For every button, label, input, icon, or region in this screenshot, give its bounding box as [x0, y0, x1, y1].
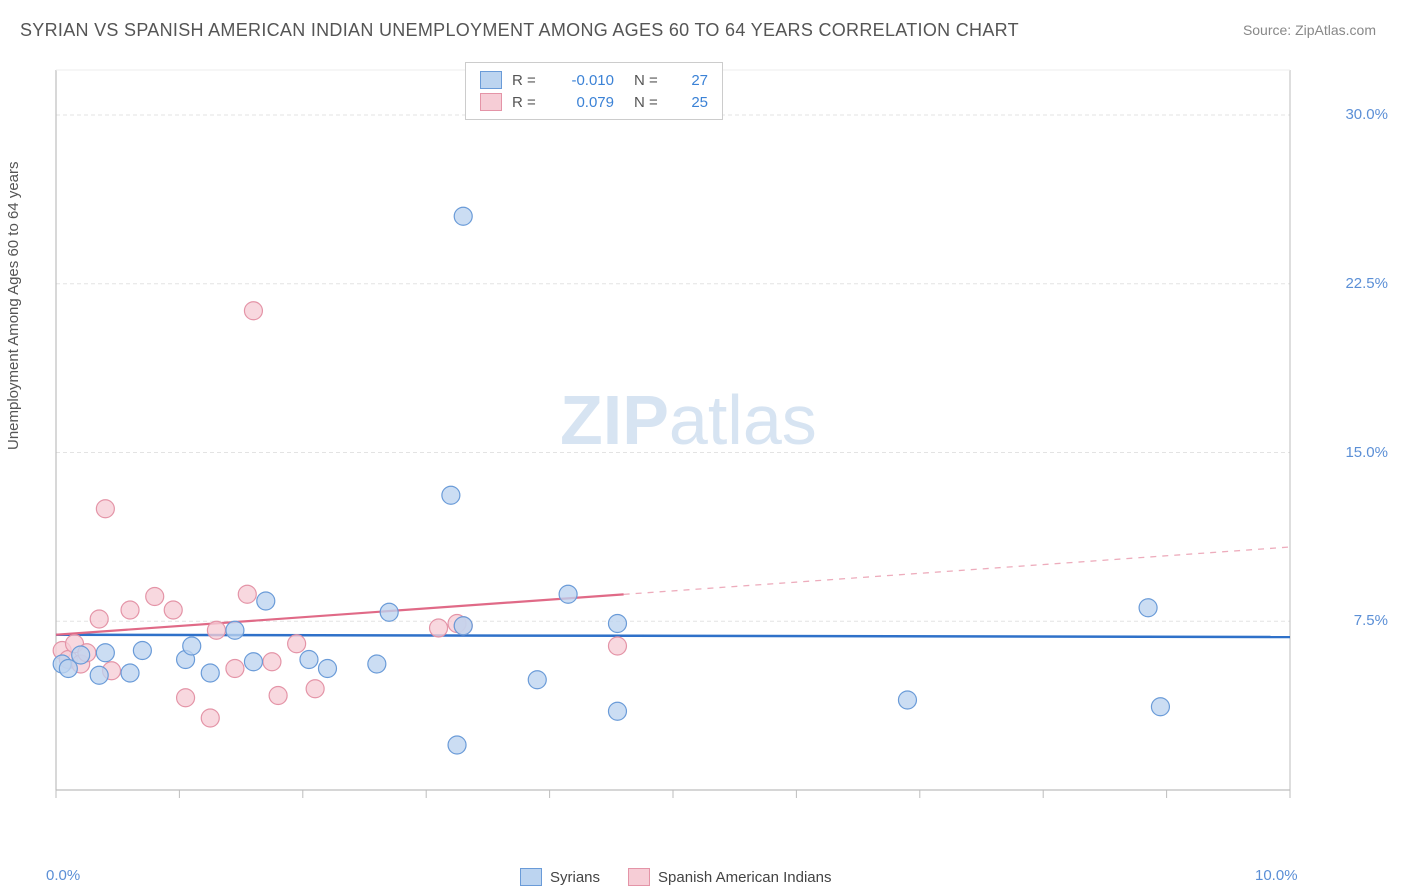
legend-swatch — [480, 71, 502, 89]
r-label: R = — [512, 94, 546, 111]
legend-series-item: Syrians — [520, 868, 600, 886]
legend-correlation-row: R = -0.010 N = 27 — [480, 69, 708, 91]
legend-correlation: R = -0.010 N = 27 R = 0.079 N = 25 — [465, 62, 723, 120]
legend-swatch — [628, 868, 650, 886]
x-tick-label: 10.0% — [1255, 867, 1298, 884]
x-tick-label: 0.0% — [46, 867, 80, 884]
y-tick-label: 15.0% — [1345, 444, 1388, 461]
r-label: R = — [512, 72, 546, 89]
r-value: 0.079 — [556, 94, 614, 111]
chart-source: Source: ZipAtlas.com — [1243, 22, 1376, 38]
chart-svg — [50, 60, 1360, 820]
legend-series-item: Spanish American Indians — [628, 868, 831, 886]
legend-correlation-row: R = 0.079 N = 25 — [480, 91, 708, 113]
scatter-chart — [50, 60, 1360, 820]
n-value: 27 — [678, 72, 708, 89]
legend-swatch — [480, 93, 502, 111]
chart-title: SYRIAN VS SPANISH AMERICAN INDIAN UNEMPL… — [20, 20, 1019, 41]
n-label: N = — [634, 94, 668, 111]
r-value: -0.010 — [556, 72, 614, 89]
y-tick-label: 7.5% — [1354, 612, 1388, 629]
n-value: 25 — [678, 94, 708, 111]
legend-series-label: Syrians — [550, 869, 600, 886]
n-label: N = — [634, 72, 668, 89]
legend-series: Syrians Spanish American Indians — [520, 868, 831, 886]
y-tick-label: 22.5% — [1345, 275, 1388, 292]
legend-swatch — [520, 868, 542, 886]
y-axis-label: Unemployment Among Ages 60 to 64 years — [5, 161, 22, 450]
legend-series-label: Spanish American Indians — [658, 869, 831, 886]
y-tick-label: 30.0% — [1345, 106, 1388, 123]
